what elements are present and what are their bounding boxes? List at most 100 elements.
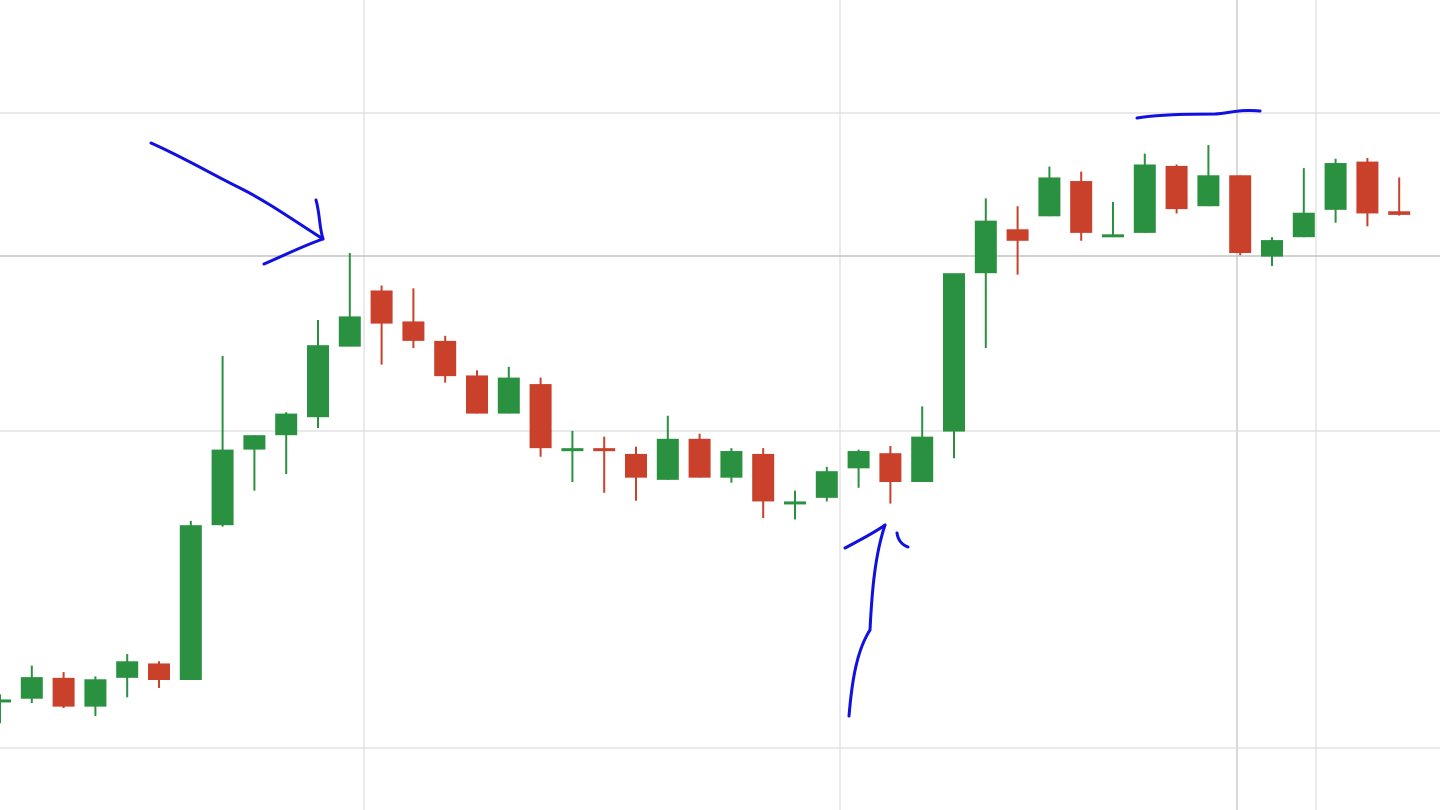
candle-body-up bbox=[815, 471, 838, 498]
candle-body-down bbox=[625, 453, 647, 478]
candle bbox=[1006, 206, 1029, 275]
candle bbox=[974, 198, 997, 349]
candle bbox=[879, 446, 902, 504]
candle-body-up bbox=[784, 501, 806, 505]
candle-body-up bbox=[656, 438, 679, 480]
resistance-line bbox=[1135, 108, 1262, 120]
candle-body-up bbox=[561, 448, 584, 452]
candle bbox=[1102, 201, 1124, 238]
candle-body-down bbox=[688, 438, 711, 478]
candle bbox=[752, 448, 775, 518]
candle bbox=[0, 694, 11, 724]
candle bbox=[1038, 166, 1061, 217]
candle bbox=[275, 412, 298, 475]
candle-body-down bbox=[402, 321, 425, 341]
candle bbox=[434, 335, 457, 383]
candle-body-up bbox=[211, 449, 234, 526]
candle bbox=[1292, 168, 1315, 238]
candle-body-up bbox=[84, 679, 107, 707]
candle-body-up bbox=[974, 220, 997, 274]
candle bbox=[1070, 171, 1093, 241]
candle bbox=[1261, 237, 1283, 266]
candle bbox=[943, 273, 965, 459]
candle-body-down bbox=[466, 375, 488, 414]
candle bbox=[1388, 177, 1411, 216]
candle-body-up bbox=[338, 316, 361, 347]
candle-body-up bbox=[847, 451, 870, 469]
bottom-arrow-head bbox=[843, 523, 887, 550]
candle bbox=[1229, 175, 1252, 256]
candle-body-down bbox=[148, 663, 170, 680]
candle bbox=[656, 415, 679, 480]
candle-body-up bbox=[943, 273, 965, 432]
candle bbox=[211, 356, 234, 527]
candle bbox=[307, 320, 329, 428]
candle-body-up bbox=[1324, 163, 1347, 210]
bottom-arrow-tick bbox=[895, 531, 910, 549]
candle bbox=[370, 285, 393, 365]
candle-body-down bbox=[1229, 175, 1252, 254]
candle bbox=[529, 377, 552, 457]
candle bbox=[1356, 158, 1379, 227]
candle bbox=[561, 430, 584, 482]
candle bbox=[593, 436, 616, 493]
candle-body-down bbox=[529, 384, 552, 449]
candle bbox=[402, 288, 425, 349]
candle-body-down bbox=[1006, 229, 1029, 241]
annotations bbox=[149, 108, 1262, 718]
candle bbox=[720, 448, 743, 483]
candle bbox=[52, 672, 75, 709]
candle bbox=[784, 490, 806, 520]
peak-arrow-head bbox=[262, 198, 325, 266]
candle bbox=[847, 449, 870, 488]
candle-body-up bbox=[179, 525, 202, 680]
candle-body-up bbox=[720, 451, 743, 478]
candle bbox=[815, 466, 838, 502]
candle-body-up bbox=[243, 435, 266, 450]
candle bbox=[179, 520, 202, 680]
candle-body-up bbox=[1292, 212, 1315, 238]
peak-arrow bbox=[149, 141, 325, 241]
candle bbox=[1133, 153, 1156, 233]
candle-body-up bbox=[116, 661, 139, 678]
candle bbox=[20, 665, 43, 704]
candles bbox=[0, 145, 1411, 724]
candle bbox=[148, 661, 170, 688]
candle-body-down bbox=[879, 453, 902, 482]
candle-body-up bbox=[1133, 164, 1156, 233]
candle bbox=[688, 433, 711, 478]
candle-body-up bbox=[1197, 175, 1220, 207]
candle-body-up bbox=[497, 377, 520, 414]
candle bbox=[1324, 158, 1347, 223]
candle-body-up bbox=[20, 677, 43, 699]
candle bbox=[625, 446, 647, 501]
candle-body-up bbox=[307, 345, 329, 418]
candle-body-up bbox=[0, 699, 11, 703]
candle bbox=[466, 370, 488, 414]
candle-body-down bbox=[593, 448, 616, 452]
candle-body-down bbox=[1070, 181, 1093, 233]
candle bbox=[1197, 145, 1220, 207]
candle bbox=[497, 366, 520, 414]
candle bbox=[84, 676, 107, 716]
candle bbox=[243, 435, 266, 491]
candle-body-down bbox=[1356, 161, 1379, 214]
candle-body-up bbox=[1038, 177, 1061, 217]
candle bbox=[1165, 164, 1188, 214]
candle bbox=[116, 654, 139, 698]
candle-body-up bbox=[275, 413, 298, 436]
candle bbox=[338, 253, 361, 347]
candle-body-up bbox=[1261, 240, 1283, 257]
candle-body-down bbox=[434, 340, 457, 377]
candle-body-down bbox=[370, 290, 393, 324]
candle-body-down bbox=[1165, 165, 1188, 210]
candle-body-down bbox=[752, 453, 775, 502]
candle-body-up bbox=[911, 436, 934, 482]
bottom-arrow bbox=[847, 523, 887, 718]
candle-body-up bbox=[1102, 234, 1124, 238]
candle-body-down bbox=[52, 677, 75, 707]
candle-body-down bbox=[1388, 211, 1411, 215]
